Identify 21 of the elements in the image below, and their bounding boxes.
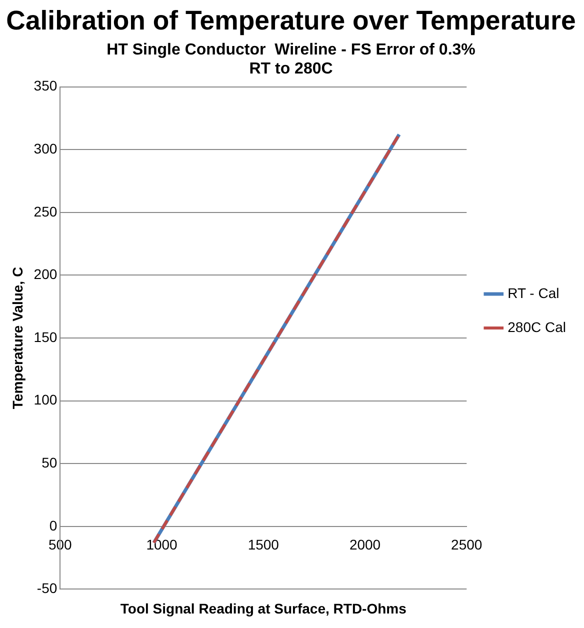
y-tick-label: 350 (34, 78, 58, 94)
legend-label: 280C Cal (508, 318, 566, 335)
legend-label: RT - Cal (508, 284, 560, 301)
x-tick-label: 1500 (248, 536, 280, 553)
y-tick-label: 250 (34, 203, 58, 220)
y-axis-title: Temperature Value, C (9, 266, 26, 410)
chart-title: Calibration of Temperature over Temperature (6, 6, 576, 36)
x-tick-label: 2500 (451, 536, 482, 553)
x-tick-label: 500 (48, 536, 72, 553)
y-tick-label: 300 (34, 140, 58, 156)
y-tick-label: -50 (36, 580, 58, 596)
chart-subtitle: HT Single Conductor Wireline - FS Error of 0.3% (106, 41, 476, 58)
y-tick-label: 150 (34, 328, 58, 345)
y-tick-label: 200 (34, 266, 58, 282)
y-tick-label: 0 (49, 517, 58, 534)
y-tick-label: 100 (34, 392, 58, 408)
y-tick-label: 50 (42, 454, 58, 470)
x-axis-title: Tool Signal Reading at Surface, RTD-Ohms (120, 600, 407, 616)
x-tick-label: 1000 (146, 536, 178, 553)
text: RT to 280C (249, 60, 334, 78)
x-tick-label: 2000 (349, 536, 381, 553)
